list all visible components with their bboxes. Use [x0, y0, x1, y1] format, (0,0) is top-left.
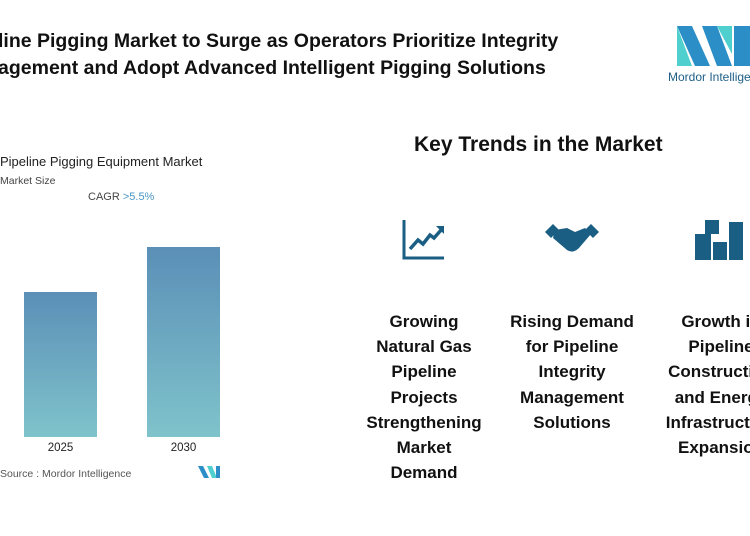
x-tick-2030: 2030 — [170, 442, 197, 454]
cagr-label: CAGR >5.5% — [88, 191, 154, 203]
page-title: line Pigging Market to Surge as Operator… — [0, 28, 558, 82]
logo-mark-icon — [677, 26, 750, 66]
logo-text: Mordor Intelligence — [668, 70, 750, 84]
key-trends-heading: Key Trends in the Market — [414, 133, 663, 156]
line-chart-up-icon — [402, 220, 444, 260]
title-line-1: line Pigging Market to Surge as Operator… — [0, 30, 559, 52]
cagr-text: CAGR — [88, 191, 120, 203]
bar-2030 — [147, 247, 220, 437]
title-line-2: agement and Adopt Advanced Intelligent P… — [0, 57, 546, 79]
buildings-icon — [695, 220, 743, 260]
mordor-logo — [672, 24, 750, 94]
cagr-value: >5.5% — [122, 191, 155, 203]
handshake-icon — [545, 224, 599, 252]
source-text: Source : Mordor Intelligence — [0, 468, 132, 480]
source-logo-icon — [198, 466, 220, 478]
trend-1: Growing Natural Gas Pipeline Projects St… — [366, 312, 482, 483]
chart-title: Pipeline Pigging Equipment Market — [0, 154, 203, 169]
chart-subtitle: Market Size — [0, 175, 56, 187]
x-tick-2025: 2025 — [47, 442, 74, 454]
trend-3: Growth in Pipeline Construction and Ener… — [665, 312, 750, 458]
bar-2025 — [24, 291, 97, 437]
trend-2: Rising Demand for Pipeline Integrity Man… — [510, 312, 634, 432]
